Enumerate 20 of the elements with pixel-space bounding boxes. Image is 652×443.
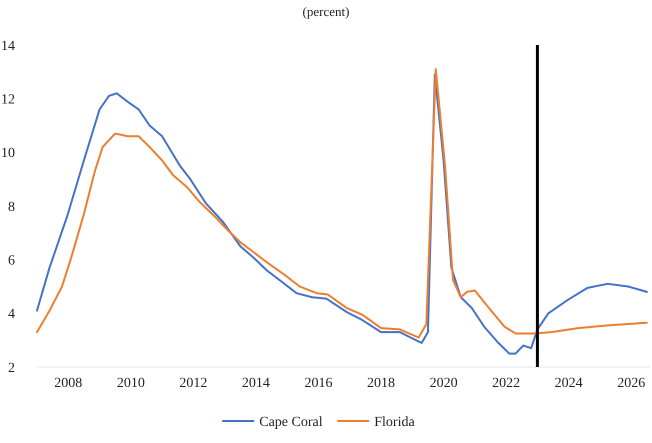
y-tick-label: 10 xyxy=(1,146,15,162)
legend-label: Cape Coral xyxy=(259,414,323,430)
y-tick-label: 12 xyxy=(1,92,15,108)
x-tick-label: 2022 xyxy=(492,376,520,391)
y-tick-label: 6 xyxy=(8,254,15,269)
x-tick-label: 2024 xyxy=(554,376,583,391)
y-tick-label: 14 xyxy=(1,38,15,54)
x-tick-label: 2012 xyxy=(179,376,208,391)
x-tick-label: 2016 xyxy=(304,376,332,391)
x-tick-label: 2026 xyxy=(617,376,646,391)
chart-title: (percent) xyxy=(302,4,350,19)
x-tick-label: 2008 xyxy=(54,376,82,391)
x-tick-label: 2020 xyxy=(430,376,458,391)
y-tick-label: 2 xyxy=(8,360,15,376)
y-tick-label: 4 xyxy=(8,307,15,322)
x-tick-label: 2010 xyxy=(116,376,145,391)
x-tick-label: 2018 xyxy=(367,376,396,391)
x-tick-label: 2014 xyxy=(242,376,270,391)
legend-label: Florida xyxy=(374,414,416,430)
y-tick-label: 8 xyxy=(8,200,15,215)
